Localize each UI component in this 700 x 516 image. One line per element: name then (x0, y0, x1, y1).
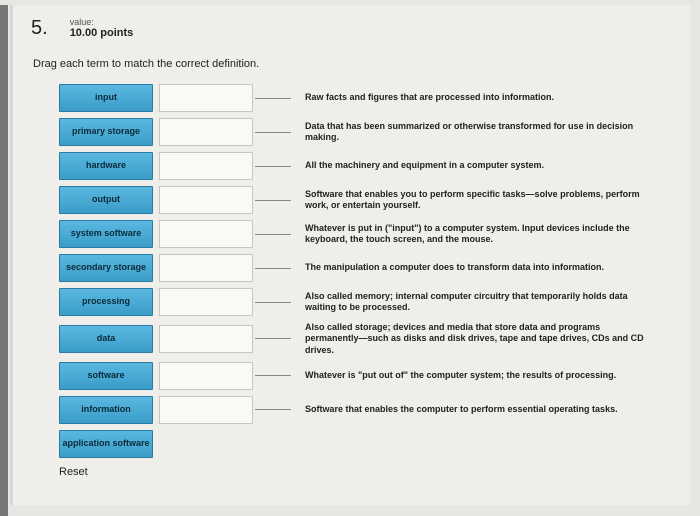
term-tile[interactable]: output (59, 186, 153, 214)
connector-line (255, 409, 291, 410)
connector-line (255, 338, 291, 339)
match-row: secondary storage The manipulation a com… (59, 254, 672, 282)
definition-text: Also called storage; devices and media t… (305, 322, 655, 356)
drop-zone[interactable] (159, 220, 253, 248)
connector-line (255, 166, 291, 167)
definition-text: Software that enables the computer to pe… (305, 404, 618, 415)
connector-line (255, 268, 291, 269)
connector-line (255, 132, 291, 133)
match-row: information Software that enables the co… (59, 396, 672, 424)
term-tile[interactable]: application software (59, 430, 153, 458)
definition-text: The manipulation a computer does to tran… (305, 262, 604, 273)
drop-zone[interactable] (159, 152, 253, 180)
connector-line (255, 302, 291, 303)
definition-text: Raw facts and figures that are processed… (305, 92, 554, 103)
definition-text: Also called memory; internal computer ci… (305, 291, 655, 314)
term-tile[interactable]: input (59, 84, 153, 112)
reset-button[interactable]: Reset (59, 466, 88, 478)
definition-text: All the machinery and equipment in a com… (305, 160, 544, 171)
drop-zone[interactable] (159, 254, 253, 282)
term-tile[interactable]: primary storage (59, 118, 153, 146)
match-row: processing Also called memory; internal … (59, 288, 672, 316)
value-points: 10.00 points (70, 27, 134, 39)
value-block: value: 10.00 points (70, 17, 134, 39)
page-left-edge (0, 5, 8, 516)
connector-line (255, 234, 291, 235)
connector-line (255, 375, 291, 376)
match-area: input Raw facts and figures that are pro… (59, 84, 672, 462)
term-tile[interactable]: processing (59, 288, 153, 316)
definition-text: Whatever is put in ("input") to a comput… (305, 223, 655, 246)
match-row: data Also called storage; devices and me… (59, 322, 672, 356)
match-row: output Software that enables you to perf… (59, 186, 672, 214)
match-row: software Whatever is "put out of" the co… (59, 362, 672, 390)
term-tile[interactable]: secondary storage (59, 254, 153, 282)
definition-text: Whatever is "put out of" the computer sy… (305, 370, 616, 381)
drop-zone[interactable] (159, 362, 253, 390)
term-tile[interactable]: system software (59, 220, 153, 248)
drop-zone[interactable] (159, 325, 253, 353)
connector-line (255, 200, 291, 201)
match-row: input Raw facts and figures that are pro… (59, 84, 672, 112)
term-tile[interactable]: data (59, 325, 153, 353)
question-page: 5. value: 10.00 points Drag each term to… (10, 5, 690, 505)
drop-zone[interactable] (159, 186, 253, 214)
drop-zone[interactable] (159, 396, 253, 424)
definition-text: Data that has been summarized or otherwi… (305, 121, 655, 144)
value-label: value: (70, 17, 134, 27)
term-tile[interactable]: hardware (59, 152, 153, 180)
question-header: 5. value: 10.00 points (31, 17, 672, 40)
instruction-text: Drag each term to match the correct defi… (33, 58, 672, 70)
drop-zone[interactable] (159, 288, 253, 316)
match-row: primary storage Data that has been summa… (59, 118, 672, 146)
question-number: 5. (31, 17, 48, 40)
term-tile[interactable]: software (59, 362, 153, 390)
drop-zone[interactable] (159, 118, 253, 146)
definition-text: Software that enables you to perform spe… (305, 189, 655, 212)
match-row: system software Whatever is put in ("inp… (59, 220, 672, 248)
connector-line (255, 98, 291, 99)
term-tile[interactable]: information (59, 396, 153, 424)
match-row: hardware All the machinery and equipment… (59, 152, 672, 180)
extra-term-row: application software (59, 430, 672, 458)
drop-zone[interactable] (159, 84, 253, 112)
